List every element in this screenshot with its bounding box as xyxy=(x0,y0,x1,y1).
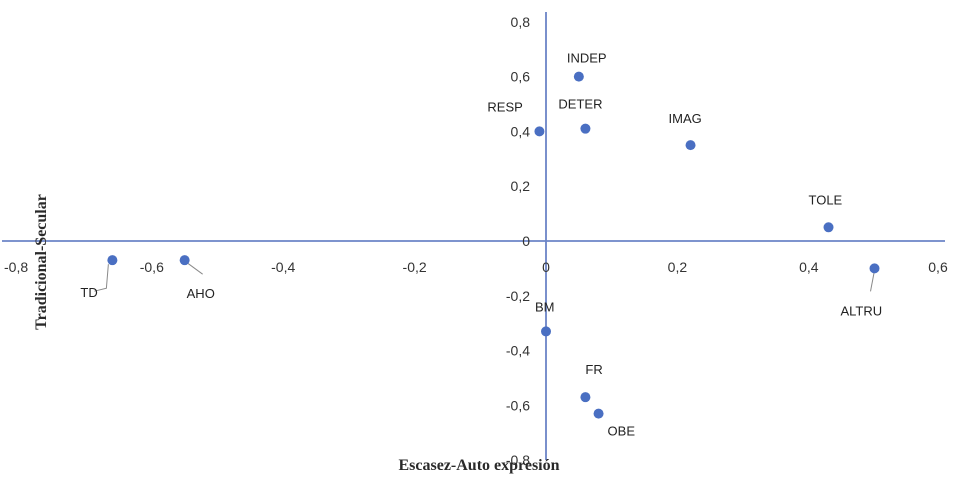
y-tick-label: -0,4 xyxy=(506,343,530,359)
x-tick-label: 0,4 xyxy=(799,259,819,275)
y-axis-title: Tradicional-Secular xyxy=(33,194,50,330)
leader-line-altru xyxy=(870,270,875,292)
data-point-tole xyxy=(823,222,834,233)
y-tick-label: 0 xyxy=(522,233,530,249)
x-tick-label: -0,8 xyxy=(4,259,28,275)
point-label-obe: OBE xyxy=(608,424,636,439)
x-tick-label: 0,6 xyxy=(928,259,948,275)
point-label-imag: IMAG xyxy=(669,111,702,126)
point-labels: INDEP DETER RESP IMAG TOLE ALTRU TD AHO BM FR OBE xyxy=(80,51,882,439)
y-tick-label: 0,8 xyxy=(511,14,531,30)
data-point-indep xyxy=(573,71,584,82)
point-label-bm: BM xyxy=(535,299,555,314)
data-point-resp xyxy=(534,126,545,137)
data-point-obe xyxy=(593,408,604,419)
axes xyxy=(2,12,945,460)
leader-line-td xyxy=(94,264,109,292)
x-axis-title: Escasez-Auto expresión xyxy=(398,457,559,474)
leader-lines xyxy=(94,262,875,292)
data-point-deter xyxy=(580,123,591,134)
data-point-fr xyxy=(580,392,591,403)
leader-line-aho xyxy=(187,262,203,275)
data-point-aho xyxy=(179,255,190,266)
y-tick-label: 0,4 xyxy=(511,123,531,139)
data-points xyxy=(107,71,880,419)
point-label-tole: TOLE xyxy=(809,192,843,207)
x-tick-label: 0 xyxy=(542,259,550,275)
x-tick-label: -0,4 xyxy=(271,259,295,275)
point-label-fr: FR xyxy=(585,362,602,377)
data-point-bm xyxy=(541,326,551,337)
point-label-td: TD xyxy=(80,285,97,300)
y-tick-label: -0,6 xyxy=(506,397,530,413)
x-tick-label: -0,2 xyxy=(403,259,427,275)
data-point-altru xyxy=(869,263,880,274)
point-label-deter: DETER xyxy=(558,97,602,112)
point-label-aho: AHO xyxy=(187,286,215,301)
data-point-imag xyxy=(685,140,696,151)
point-label-resp: RESP xyxy=(487,99,522,114)
x-tick-label: 0,2 xyxy=(668,259,688,275)
point-label-altru: ALTRU xyxy=(841,303,883,318)
y-tick-label: -0,8 xyxy=(506,452,530,468)
y-tick-label: 0,6 xyxy=(511,69,531,85)
x-tick-label: -0,6 xyxy=(140,259,164,275)
data-point-td xyxy=(107,255,118,266)
tick-labels: -0,8 -0,6 -0,4 -0,2 0 0,2 0,4 0,60,80,60,40,20-… xyxy=(4,14,948,468)
point-label-indep: INDEP xyxy=(567,51,607,66)
y-tick-label: -0,2 xyxy=(506,288,530,304)
y-tick-label: 0,2 xyxy=(511,178,531,194)
